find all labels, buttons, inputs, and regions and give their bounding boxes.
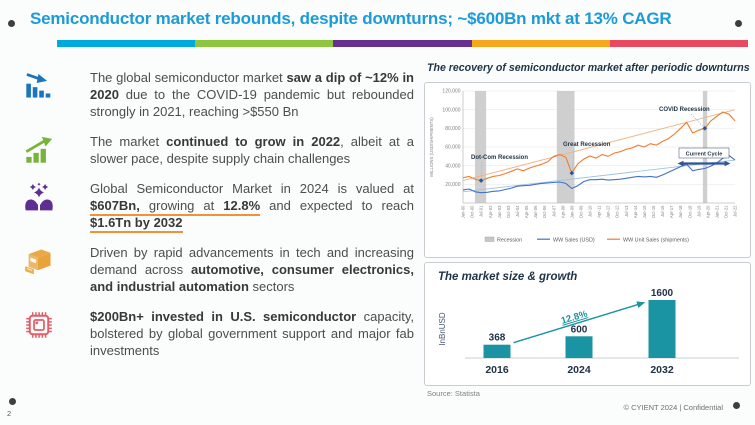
svg-text:Apr-05: Apr-05 [524, 205, 529, 218]
key-points-list: The global semiconductor market saw a di… [24, 69, 414, 372]
svg-text:Jan-21: Jan-21 [715, 205, 720, 218]
rising-bar-chart-icon [24, 135, 54, 165]
svg-text:2024: 2024 [567, 364, 591, 376]
svg-text:Oct-21: Oct-21 [724, 205, 729, 218]
svg-text:Oct-18: Oct-18 [687, 205, 692, 218]
source-note: Source: Statista [427, 389, 480, 398]
svg-text:COVID Recession: COVID Recession [659, 107, 710, 113]
svg-text:Jan-18: Jan-18 [678, 205, 683, 218]
bullet-item: The market continued to grow in 2022, al… [24, 133, 414, 167]
title-bullet-dot [8, 20, 15, 27]
bullet-item: Global Semiconductor Market in 2024 is v… [24, 180, 414, 233]
svg-text:Jul-13: Jul-13 [624, 205, 629, 217]
svg-text:Recession: Recession [497, 237, 522, 243]
fab-machine-icon [24, 246, 54, 276]
svg-text:Great Recession: Great Recession [563, 142, 611, 148]
svg-text:60,000: 60,000 [445, 145, 461, 151]
svg-text:Oct-09: Oct-09 [579, 205, 584, 218]
svg-text:Jan-09: Jan-09 [569, 205, 574, 218]
svg-text:Apr-02: Apr-02 [488, 205, 493, 218]
svg-text:120,000: 120,000 [442, 89, 460, 95]
svg-text:2016: 2016 [485, 364, 509, 376]
color-divider-bar [57, 40, 749, 47]
bullet-item: Driven by rapid advancements in tech and… [24, 244, 414, 295]
svg-text:Jul-19: Jul-19 [696, 205, 701, 217]
svg-text:Jul-07: Jul-07 [551, 205, 556, 217]
bar-chart-title: The market size & growth [438, 271, 578, 283]
svg-text:2032: 2032 [650, 364, 674, 376]
svg-text:Oct-15: Oct-15 [651, 205, 656, 218]
svg-text:Apr-11: Apr-11 [597, 205, 602, 218]
svg-text:1600: 1600 [651, 288, 674, 299]
svg-text:Jan-15: Jan-15 [642, 205, 647, 218]
bullet-text: $200Bn+ invested in U.S. semiconductor c… [90, 309, 414, 358]
divider-segment [471, 40, 610, 47]
page-dot [9, 398, 16, 405]
svg-text:Jul-10: Jul-10 [588, 205, 593, 217]
slide-title: Semiconductor market rebounds, despite d… [30, 9, 672, 28]
footer-copyright: © CYIENT 2024 | Confidential [623, 403, 723, 412]
declining-bar-chart-icon [24, 71, 54, 101]
svg-text:Apr-17: Apr-17 [669, 205, 674, 218]
bullet-item: The global semiconductor market saw a di… [24, 69, 414, 120]
svg-text:Jul-04: Jul-04 [515, 205, 520, 217]
divider-segment [609, 40, 749, 47]
svg-text:Oct-12: Oct-12 [615, 205, 620, 218]
hands-sparkles-icon [24, 182, 54, 212]
bullet-text: The market continued to grow in 2022, al… [90, 134, 414, 166]
divider-segment [57, 40, 196, 47]
svg-text:600: 600 [571, 324, 588, 335]
footer-dot [733, 402, 740, 409]
svg-text:Oct-00: Oct-00 [470, 205, 475, 218]
svg-text:Oct-06: Oct-06 [542, 205, 547, 218]
svg-text:Apr-20: Apr-20 [705, 205, 710, 218]
line-chart-title: The recovery of semiconductor market aft… [427, 62, 750, 74]
svg-text:WW Sales (USD): WW Sales (USD) [553, 237, 595, 243]
microchip-icon [24, 310, 54, 340]
svg-text:Apr-14: Apr-14 [633, 205, 638, 218]
svg-text:Jul-22: Jul-22 [733, 205, 738, 217]
svg-text:40,000: 40,000 [445, 163, 461, 169]
svg-text:Current Cycle: Current Cycle [686, 151, 723, 157]
svg-text:MILLIONS (USD/SHIPMENTS): MILLIONS (USD/SHIPMENTS) [429, 117, 434, 177]
svg-text:100,000: 100,000 [442, 107, 460, 113]
line-chart-card: 20,000 40,000 60,000 80,000 100,000 120,000 MI… [424, 82, 751, 258]
svg-text:Apr-08: Apr-08 [560, 205, 565, 218]
bullet-text: The global semiconductor market saw a di… [90, 70, 414, 119]
svg-text:Dot-Com Recession: Dot-Com Recession [471, 155, 528, 161]
svg-text:20,000: 20,000 [445, 182, 461, 188]
svg-text:InBnUSD: InBnUSD [438, 312, 447, 346]
bar-chart-card: The market size & growth InBnUSD 368 2016 6… [424, 262, 751, 386]
svg-text:80,000: 80,000 [445, 126, 461, 132]
svg-text:Oct-03: Oct-03 [506, 205, 511, 218]
svg-text:368: 368 [489, 333, 506, 344]
divider-segment [333, 40, 472, 47]
svg-text:Jul-16: Jul-16 [660, 205, 665, 217]
svg-text:WW Unit Sales (shipments): WW Unit Sales (shipments) [623, 237, 689, 243]
recovery-line-chart: 20,000 40,000 60,000 80,000 100,000 120,000 MI… [429, 89, 738, 244]
page-number: 2 [7, 409, 12, 418]
svg-text:Jul-01: Jul-01 [479, 205, 484, 217]
title-right-dot [735, 20, 742, 27]
svg-text:Jan-00: Jan-00 [461, 205, 466, 218]
svg-text:Jan-12: Jan-12 [606, 205, 611, 218]
divider-segment [195, 40, 334, 47]
bullet-text: Global Semiconductor Market in 2024 is v… [90, 180, 414, 233]
bullet-item: $200Bn+ invested in U.S. semiconductor c… [24, 308, 414, 359]
svg-text:Jan-03: Jan-03 [497, 205, 502, 218]
bullet-text: Driven by rapid advancements in tech and… [90, 245, 414, 294]
svg-text:Jan-06: Jan-06 [533, 205, 538, 218]
